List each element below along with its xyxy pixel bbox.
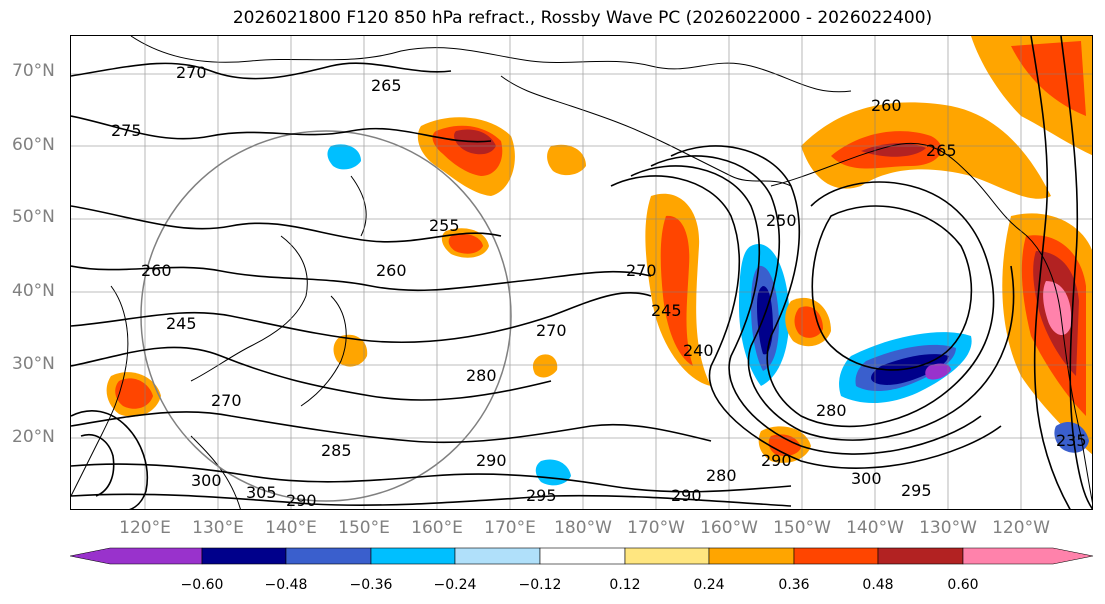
contour-label: 275 xyxy=(111,121,142,140)
colorbar xyxy=(70,547,1094,565)
lon-label: 150°E xyxy=(338,518,390,538)
colorbar-bin xyxy=(70,547,203,565)
lon-label: 170°E xyxy=(484,518,536,538)
lat-label-40n: 40°N xyxy=(12,281,55,301)
contour-label: 260 xyxy=(141,261,172,280)
colorbar-tick-label: −0.48 xyxy=(264,577,308,593)
contour-label: 270 xyxy=(626,261,657,280)
lon-label: 150°W xyxy=(773,518,831,538)
lat-label-50n: 50°N xyxy=(12,207,55,227)
contour-label: 235 xyxy=(1056,431,1087,450)
anomaly-shading xyxy=(106,36,1092,486)
colorbar-tick-label: −0.12 xyxy=(518,577,562,593)
colorbar-bin xyxy=(201,547,287,565)
lon-label: 140°E xyxy=(265,518,317,538)
colorbar-bin xyxy=(624,547,710,565)
contour-label: 295 xyxy=(901,481,932,500)
colorbar-bin xyxy=(877,547,964,565)
reference-circle xyxy=(140,130,512,502)
colorbar-tick-label: −0.24 xyxy=(433,577,477,593)
contour-label: 255 xyxy=(429,216,460,235)
colorbar-tick-label: −0.36 xyxy=(349,577,393,593)
lat-label-30n: 30°N xyxy=(12,354,55,374)
lat-label-70n: 70°N xyxy=(12,61,55,81)
map-panel: 270 265 275 260 255 260 245 270 270 280 … xyxy=(70,35,1093,510)
lat-label-60n: 60°N xyxy=(12,135,55,155)
contour-label: 290 xyxy=(761,451,792,470)
lon-label: 130°W xyxy=(919,518,977,538)
contour-label: 305 xyxy=(246,483,277,502)
map-title: 2026021800 F120 850 hPa refract., Rossby… xyxy=(232,8,933,28)
contour-label: 260 xyxy=(871,96,902,115)
colorbar-bin xyxy=(708,547,795,565)
contour-label: 270 xyxy=(211,391,242,410)
contour-label: 280 xyxy=(706,466,737,485)
colorbar-tick-label: 0.12 xyxy=(609,577,641,593)
map-canvas: 270 265 275 260 255 260 245 270 270 280 … xyxy=(71,36,1092,510)
contour-label: 240 xyxy=(683,341,714,360)
contour-label: 245 xyxy=(651,301,682,320)
contour-label: 280 xyxy=(816,401,847,420)
contour-label: 280 xyxy=(466,366,497,385)
colorbar-bin xyxy=(370,547,456,565)
colorbar-bin xyxy=(285,547,372,565)
contour-label: 270 xyxy=(536,321,567,340)
lon-label: 180°W xyxy=(554,518,612,538)
contour-label: 300 xyxy=(851,469,882,488)
contour-label: 250 xyxy=(766,211,797,230)
colorbar-tick-label: 0.24 xyxy=(693,577,725,593)
lon-label: 120°W xyxy=(992,518,1050,538)
colorbar-tick-label: 0.48 xyxy=(862,577,894,593)
refractivity-contours xyxy=(71,36,1092,509)
colorbar-bin xyxy=(962,547,1094,565)
colorbar-tick-label: −0.60 xyxy=(180,577,224,593)
lon-label: 160°W xyxy=(700,518,758,538)
contour-label: 290 xyxy=(476,451,507,470)
colorbar-bin xyxy=(539,547,626,565)
contour-label-group: 270 265 275 260 255 260 245 270 270 280 … xyxy=(111,63,1087,510)
contour-label: 265 xyxy=(371,76,402,95)
contour-label: 285 xyxy=(321,441,352,460)
colorbar-tick-label: 0.36 xyxy=(778,577,810,593)
colorbar-bin xyxy=(454,547,541,565)
contour-label: 270 xyxy=(176,63,207,82)
contour-label: 290 xyxy=(286,491,317,510)
contour-label: 290 xyxy=(671,486,702,505)
contour-label: 265 xyxy=(926,141,957,160)
colorbar-tick-label: 0.60 xyxy=(947,577,979,593)
contour-label: 245 xyxy=(166,314,197,333)
lon-label: 170°W xyxy=(627,518,685,538)
contour-label: 300 xyxy=(191,471,222,490)
lat-label-20n: 20°N xyxy=(12,427,55,447)
lon-label: 160°E xyxy=(411,518,463,538)
colorbar-bin xyxy=(793,547,879,565)
lon-label: 130°E xyxy=(192,518,244,538)
contour-label: 260 xyxy=(376,261,407,280)
lon-label: 120°E xyxy=(119,518,171,538)
lon-label: 140°W xyxy=(846,518,904,538)
contour-label: 295 xyxy=(526,486,557,505)
